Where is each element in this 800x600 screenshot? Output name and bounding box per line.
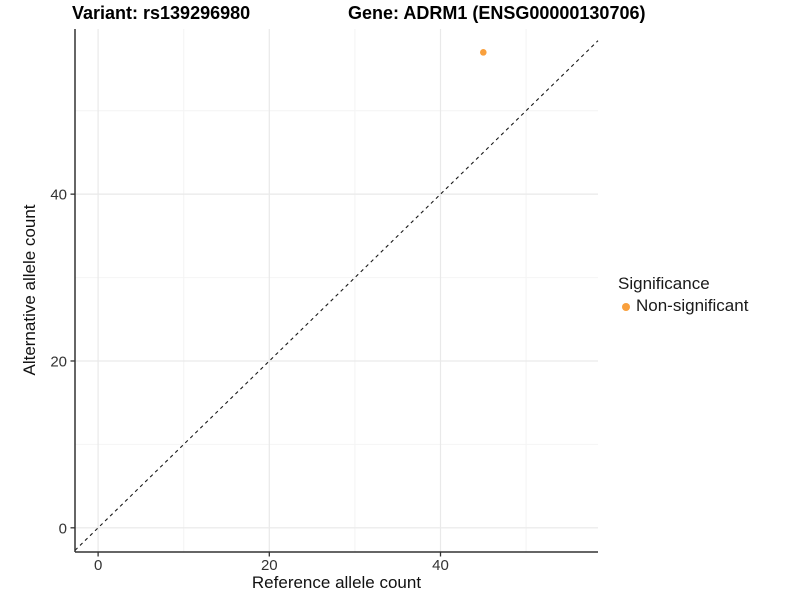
- y-tick-label: 40: [50, 187, 67, 204]
- y-tick-label: 0: [59, 520, 67, 537]
- y-tick-label: 20: [50, 353, 67, 370]
- plot-title-variant: Variant: rs139296980: [72, 3, 251, 23]
- legend-title: Significance: [618, 274, 710, 293]
- x-tick-label: 0: [94, 557, 102, 574]
- legend-item: Non-significant: [618, 296, 748, 316]
- identity-line: [74, 40, 599, 551]
- plot-title-gene: Gene: ADRM1 (ENSG00000130706): [348, 3, 646, 23]
- x-tick-label: 40: [432, 557, 449, 574]
- x-axis-title: Reference allele count: [251, 573, 422, 592]
- legend: Significance Non-significant: [618, 274, 748, 317]
- y-axis-title: Alternative allele count: [20, 204, 39, 376]
- legend-item-label: Non-significant: [636, 296, 749, 316]
- data-point: [479, 49, 487, 56]
- x-tick-label: 20: [261, 557, 278, 574]
- legend-point-icon: [622, 302, 630, 311]
